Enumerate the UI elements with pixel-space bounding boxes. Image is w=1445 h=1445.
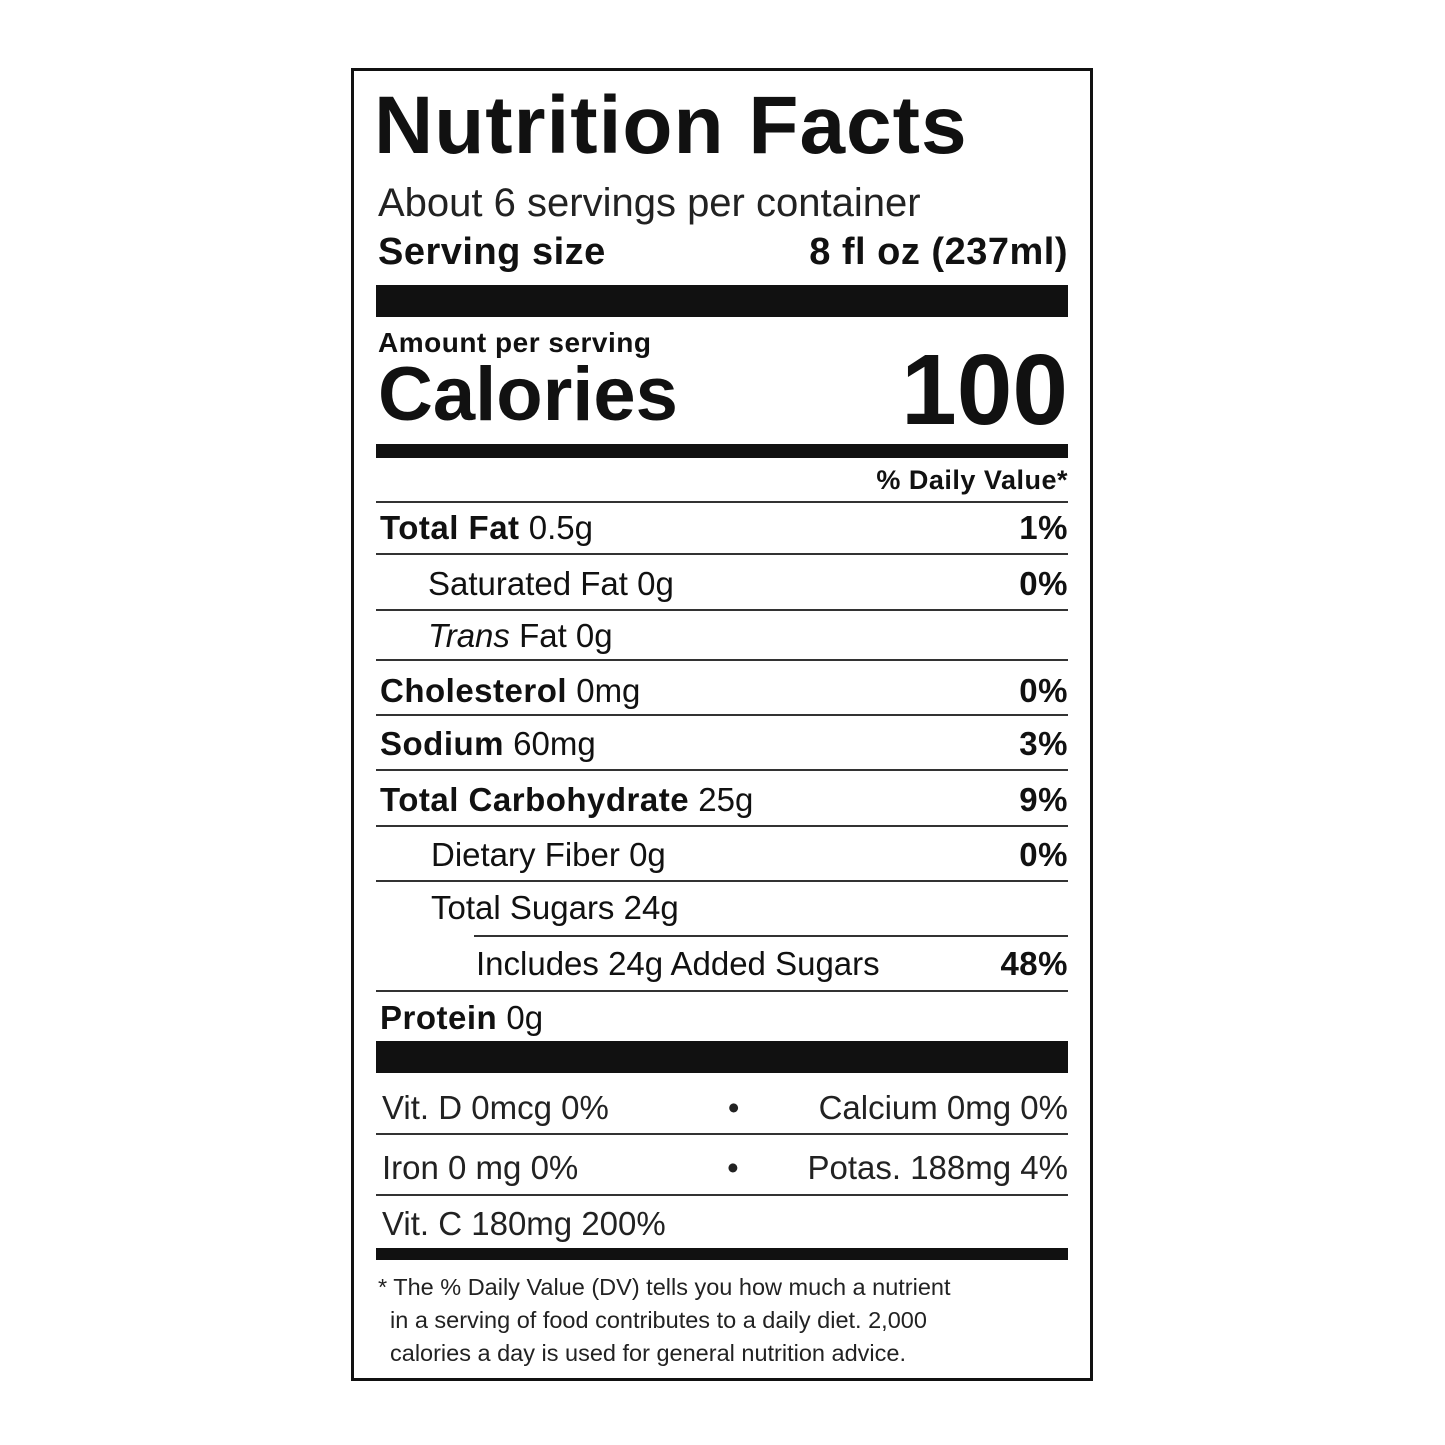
nutrient-name: Total Sugars [431,889,615,926]
nutrient-amount: 0mg [576,672,641,709]
nutrient-row: Dietary Fiber 0g 0% [376,830,1068,880]
nutrient-amount: 0g [637,565,674,602]
calcium: Calcium 0mg 0% [818,1089,1068,1126]
nutrient-name: Includes 24g Added Sugars [476,945,880,982]
nutrient-amount: 0g [506,999,544,1036]
nutrient-amount: Fat 0g [519,617,613,654]
nutrient-dv: 48% [1000,945,1068,982]
nutrient-row: Cholesterol 0mg 0% [376,666,1068,716]
vitamin-row: Vit. C 180mg 200% [382,1199,1068,1249]
nutrient-row: Total Sugars 24g [376,883,1068,933]
divider [376,609,1068,611]
nutrient-row: Saturated Fat 0g 0% [376,559,1068,609]
nutrient-row: Sodium 60mg 3% [376,719,1068,769]
nutrient-row: Total Fat 0.5g 1% [376,503,1068,553]
nutrient-row: Total Carbohydrate 25g 9% [376,775,1068,825]
nutrient-name: Total Fat [380,509,520,546]
nutrient-dv: 3% [1019,725,1068,762]
thick-divider [376,285,1068,317]
serving-size-value: 8 fl oz (237ml) [809,231,1068,273]
nutrient-name: Total Carbohydrate [380,781,690,818]
nutrient-name: Cholesterol [380,672,568,709]
footnote-line: in a serving of food contributes to a da… [390,1307,927,1333]
nutrient-row: Protein 0g [376,993,1068,1043]
divider [376,1194,1068,1196]
nutrition-facts-label: Nutrition Facts About 6 servings per con… [351,68,1093,1381]
nutrient-amount: 24g [623,889,679,926]
label-title: Nutrition Facts [374,80,968,171]
nutrient-row: Trans Fat 0g [376,611,1068,661]
daily-value-header: % Daily Value* [876,465,1068,495]
nutrient-amount: 60mg [513,725,596,762]
amount-per-serving: Amount per serving [378,327,652,358]
divider [376,825,1068,827]
nutrient-dv: 1% [1019,509,1068,546]
nutrient-amount: 0.5g [528,509,593,546]
divider [376,659,1068,661]
potassium: Potas. 188mg 4% [807,1149,1068,1186]
footnote-line: calories a day is used for general nutri… [390,1340,906,1366]
calories-value: 100 [901,334,1068,446]
nutrient-dv: 0% [1019,836,1068,873]
nutrient-dv: 0% [1019,672,1068,709]
nutrient-name: Dietary Fiber [431,836,620,873]
footnote: * The % Daily Value (DV) tells you how m… [378,1271,951,1370]
medium-divider [376,444,1068,458]
vitamin-c: Vit. C 180mg 200% [382,1205,666,1242]
bullet-separator: • [727,1089,740,1126]
nutrient-dv: 9% [1019,781,1068,818]
thick-divider [376,1041,1068,1073]
divider [376,990,1068,992]
medium-divider [376,1248,1068,1260]
nutrient-name: Saturated Fat [428,565,628,602]
divider [376,714,1068,716]
nutrient-row: Includes 24g Added Sugars 48% [376,939,1068,989]
footnote-line: * The % Daily Value (DV) tells you how m… [378,1274,951,1300]
iron: Iron 0 mg 0% [382,1149,579,1186]
calories-label: Calories [378,352,678,437]
nutrient-dv: 0% [1019,565,1068,602]
nutrient-name: Trans [428,617,510,654]
divider [376,769,1068,771]
bullet-separator: • [727,1149,739,1186]
divider [474,935,1068,937]
vitamin-row: Vit. D 0mcg 0% • Calcium 0mg 0% [382,1083,1068,1133]
divider [376,553,1068,555]
nutrient-amount: 25g [698,781,754,818]
divider [376,501,1068,503]
vitamin-d: Vit. D 0mcg 0% [382,1089,609,1126]
servings-per-container: About 6 servings per container [378,181,921,225]
divider [376,1133,1068,1135]
divider [376,880,1068,882]
nutrient-amount: 0g [629,836,666,873]
serving-size-label: Serving size [378,231,606,273]
vitamin-row: Iron 0 mg 0% • Potas. 188mg 4% [382,1143,1068,1193]
nutrient-name: Protein [380,999,498,1036]
nutrient-name: Sodium [380,725,504,762]
